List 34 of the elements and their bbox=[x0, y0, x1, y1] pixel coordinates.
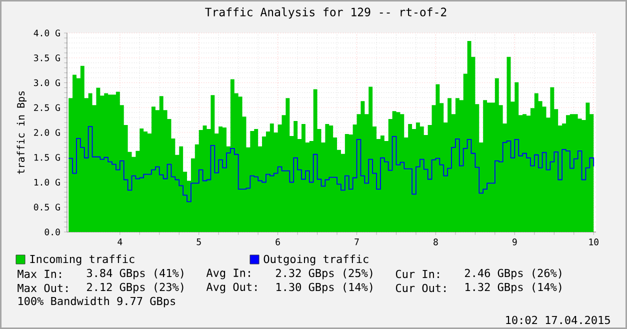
text: Cur In: bbox=[396, 270, 439, 278]
x-tick-label: 9 bbox=[512, 238, 517, 246]
y-tick-label: 4.0 G bbox=[34, 30, 60, 36]
text: 2.12 GBps (23%) bbox=[87, 282, 184, 294]
text: Cur Out: bbox=[396, 284, 446, 292]
y-tick-label: 3.0 G bbox=[34, 79, 60, 86]
text: 1.32 GBps (14%) bbox=[466, 282, 562, 294]
text: 2.46 GBps (26%) bbox=[465, 268, 562, 280]
text: 1.30 GBps (14%) bbox=[276, 282, 372, 294]
text: 3.84 GBps (41%) bbox=[86, 268, 184, 280]
x-tick-label: 6 bbox=[276, 238, 280, 246]
text: Incoming traffic bbox=[30, 254, 134, 266]
text: Max In: bbox=[18, 270, 61, 278]
x-tick-label: 4 bbox=[118, 238, 122, 246]
text: Avg Out: bbox=[206, 282, 257, 294]
x-tick-label: 8 bbox=[434, 238, 438, 246]
chart-title: Traffic Analysis for 129 -- rt-of-2 bbox=[205, 7, 446, 19]
y-tick-label: 1.5 G bbox=[34, 154, 60, 161]
text: 10:02 17.04.2015 bbox=[506, 316, 610, 324]
text: 100% Bandwidth 9.77 GBps bbox=[18, 296, 176, 308]
y-tick-label: 2.5 G bbox=[34, 104, 60, 112]
x-tick-label: 7 bbox=[354, 238, 359, 246]
y-tick-label: 0.0 bbox=[44, 228, 60, 236]
y-tick-label: 2.0 G bbox=[34, 129, 60, 136]
y-tick-label: 3.5 G bbox=[34, 54, 60, 62]
y-axis-title: traffic in Bps bbox=[16, 91, 27, 174]
x-tick-label: 5 bbox=[196, 238, 201, 246]
text: Max Out: bbox=[18, 284, 68, 292]
legend-label: Outgoing traffic bbox=[264, 254, 368, 266]
text: 2.32 GBps (25%) bbox=[276, 268, 372, 280]
x-tick-label: 10 bbox=[589, 238, 598, 246]
y-tick-label: 0.5 G bbox=[34, 204, 60, 211]
text: Avg In: bbox=[206, 268, 250, 280]
y-tick-label: 1.0 G bbox=[34, 178, 60, 186]
